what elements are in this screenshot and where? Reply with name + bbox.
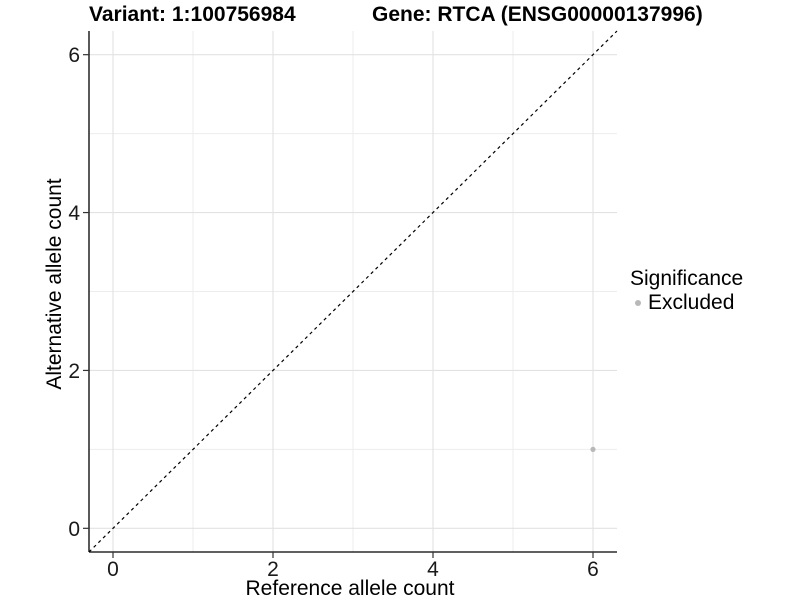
legend: Significance Excluded <box>630 267 743 315</box>
y-tick-label: 0 <box>68 518 80 541</box>
gene-title: Gene: RTCA (ENSG00000137996) <box>372 3 703 26</box>
legend-entry-label: Excluded <box>648 291 735 314</box>
x-tick-label: 4 <box>427 558 439 581</box>
identity-line <box>88 30 618 553</box>
x-tick-label: 2 <box>267 558 279 581</box>
y-tick-label: 2 <box>68 360 80 383</box>
x-tick-label: 6 <box>587 558 599 581</box>
x-axis-title: Reference allele count <box>245 577 455 600</box>
excluded-point-icon <box>635 300 641 306</box>
variant-title: Variant: 1:100756984 <box>89 3 296 26</box>
legend-title: Significance <box>630 267 744 290</box>
data-point <box>590 446 596 452</box>
x-tick-label: 0 <box>107 558 119 581</box>
y-tick-label: 4 <box>68 202 80 225</box>
y-tick-label: 6 <box>68 44 80 67</box>
y-axis-title: Alternative allele count <box>43 178 66 390</box>
legend-entry-excluded: Excluded <box>630 291 743 315</box>
